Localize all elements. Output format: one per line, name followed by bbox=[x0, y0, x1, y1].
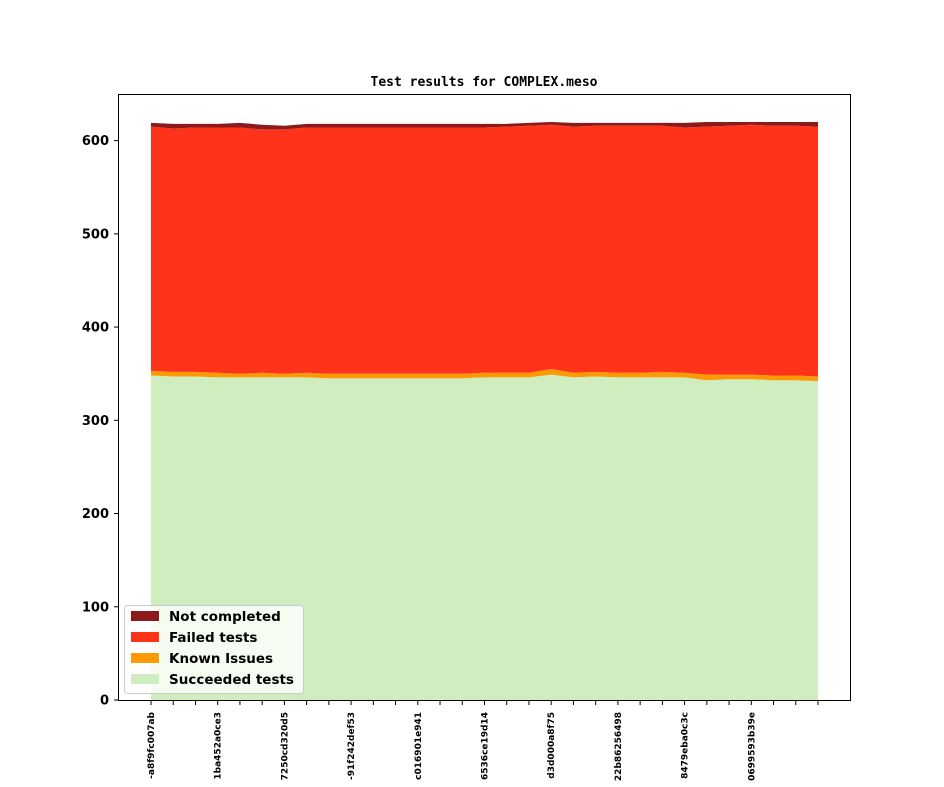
legend-swatch bbox=[131, 653, 159, 663]
x-tick-label: -91f242def53 bbox=[347, 712, 357, 780]
area-succeeded-tests bbox=[151, 374, 818, 700]
y-tick-label: 500 bbox=[82, 227, 109, 242]
x-tick-label: -a8f9fc007ab bbox=[147, 711, 157, 778]
y-tick-label: 0 bbox=[100, 694, 109, 709]
legend-label: Succeeded tests bbox=[169, 672, 294, 688]
area-not-completed bbox=[151, 121, 818, 130]
x-tick-label: d3d000a8f75 bbox=[547, 712, 557, 779]
y-tick-label: 400 bbox=[82, 321, 109, 336]
x-tick-label: 0699593b39e bbox=[747, 712, 757, 781]
legend-swatch bbox=[131, 674, 159, 684]
y-axis: 0 100 200 300 400 500 600 bbox=[82, 134, 119, 709]
area-known-issues bbox=[151, 369, 818, 382]
legend: Not completed Failed tests Known Issues Suc… bbox=[124, 605, 304, 694]
y-tick-label: 600 bbox=[82, 134, 109, 149]
area-layers bbox=[151, 121, 818, 700]
x-tick-label: c016901e941 bbox=[414, 712, 424, 780]
y-tick-label: 300 bbox=[82, 414, 109, 429]
x-tick-label: 8479eba0c3c bbox=[681, 712, 691, 779]
legend-swatch bbox=[131, 632, 159, 642]
x-tick-label: 6536ce19d14 bbox=[481, 712, 491, 780]
x-tick-label: 22b86256498 bbox=[614, 712, 624, 781]
legend-swatch bbox=[131, 611, 159, 621]
x-axis: -a8f9fc007ab 1ba452a0ce3 7250cd320d5 -91f24… bbox=[147, 700, 819, 781]
legend-label: Not completed bbox=[169, 609, 281, 625]
legend-label: Failed tests bbox=[169, 630, 257, 646]
x-tick-label: 7250cd320d5 bbox=[280, 712, 290, 780]
y-tick-label: 100 bbox=[82, 600, 109, 615]
area-failed-tests bbox=[151, 124, 818, 377]
x-tick-label: 1ba452a0ce3 bbox=[214, 712, 224, 780]
legend-box bbox=[124, 605, 304, 694]
chart-title: Test results for COMPLEX.meso bbox=[371, 75, 598, 90]
y-tick-label: 200 bbox=[82, 507, 109, 522]
legend-label: Known Issues bbox=[169, 651, 273, 667]
